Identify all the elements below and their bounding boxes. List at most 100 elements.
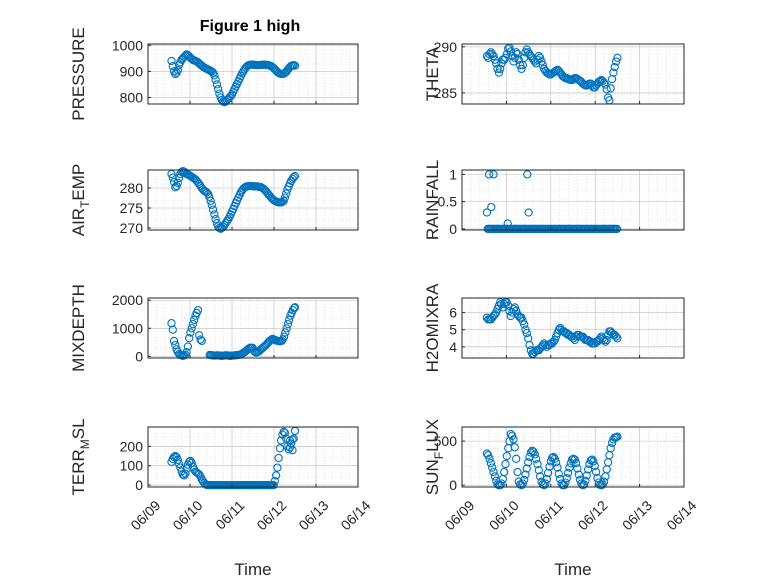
data-point [554,325,563,334]
data-point [589,457,598,466]
data-point [516,61,525,70]
data-point [173,178,182,187]
data-point [496,298,505,307]
data-point [274,453,283,463]
subplot-4: 0 0.5 1 RAINFALL [423,160,685,240]
data-point [520,475,529,485]
data-point [487,202,496,212]
data-point [611,332,621,341]
data-point [168,173,177,182]
data-point [202,188,211,197]
y-tick-label: 500 [434,433,458,449]
y-tick-label: 200 [120,438,144,454]
data-point [280,428,290,437]
data-point [561,478,570,487]
y-tick-label: 5 [449,322,457,338]
data-point [602,335,611,345]
data-point [610,62,619,72]
data-point [283,319,293,329]
y-axis-label: RAINFALL [423,160,442,240]
data-point [533,55,542,64]
data-point [590,461,599,470]
figure-title: Figure 1 high [200,18,300,35]
data-point [504,44,513,53]
y-tick-label: 290 [434,39,458,55]
data-point [533,459,542,469]
data-point [520,320,529,329]
data-point [484,451,493,460]
data-point [282,324,291,333]
data-point [594,478,603,487]
data-point [517,481,526,490]
data-point [285,436,295,445]
data-point [591,467,601,477]
data-point [550,454,559,463]
data-point [185,333,194,343]
data-point [525,340,534,350]
data-point [193,469,203,478]
subplot-3: 270 275 280 AIRTEMP [69,164,359,237]
data-point [182,347,191,357]
data-point [485,454,494,463]
data-point [193,305,203,315]
y-tick-label: 1000 [112,320,143,336]
data-point [524,208,533,217]
data-point [579,480,589,489]
data-point [513,467,522,477]
y-axis-label: H2OMIXRA [423,283,442,372]
data-point [549,337,558,346]
data-point [554,469,563,478]
axes-box [461,169,685,231]
data-point [271,471,281,480]
data-point [502,451,511,461]
data-point [602,85,611,94]
data-point [574,470,583,479]
data-point [551,458,561,467]
data-point [570,455,579,464]
data-point [501,459,510,469]
y-axis-label: THETA [423,46,442,101]
data-point [278,197,287,207]
data-point [173,65,182,75]
data-point [500,467,509,477]
data-point [530,450,539,459]
data-point [506,429,515,439]
data-point [168,454,177,464]
data-point [571,459,581,468]
y-tick-label: 0 [449,221,457,237]
axes-box [147,426,359,488]
data-point [208,205,218,214]
data-point [205,192,214,201]
data-point [535,53,545,62]
data-point [276,436,286,445]
data-point [281,328,290,337]
y-axis-label: AIRTEMP [69,164,92,237]
data-point [496,64,505,74]
data-point [508,431,517,440]
data-point [582,471,591,480]
data-point [509,435,518,444]
y-tick-label: 100 [120,458,144,474]
data-point [210,71,219,80]
data-point [587,81,597,90]
data-point [542,474,551,484]
data-point [290,61,300,70]
x-axis-label: Time [234,560,271,579]
data-point [506,47,515,56]
data-point [171,183,180,192]
data-point [288,174,297,183]
data-point [195,470,204,479]
subplot-5: 0 1000 2000 MIXDEPTH [69,284,359,372]
data-point [606,84,615,93]
data-point [490,310,500,319]
data-point [206,196,215,205]
data-point [599,477,609,486]
data-point [289,173,298,182]
data-point [485,50,494,59]
y-tick-label: 0.5 [438,194,458,210]
data-point [550,67,559,76]
data-point [288,446,297,455]
